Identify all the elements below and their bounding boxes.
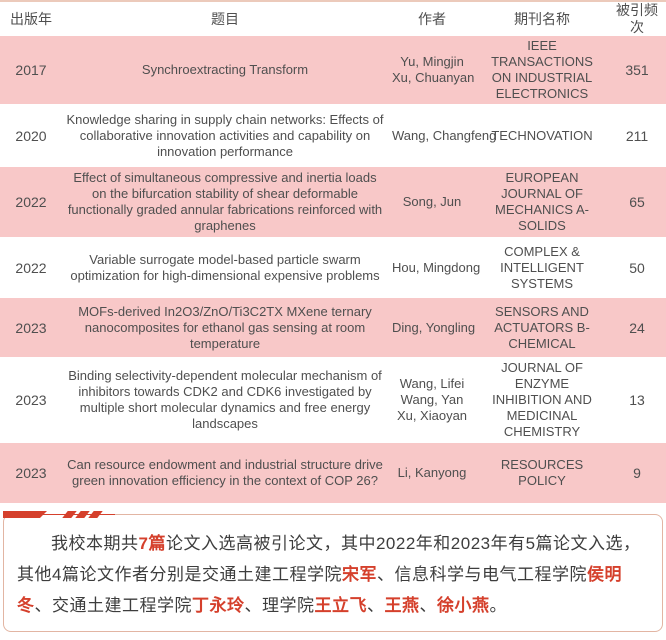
- paper-row: 2023 MOFs-derived In2O3/ZnO/Ti3C2TX MXene…: [0, 298, 666, 357]
- highlighted-name: 徐小燕: [437, 596, 490, 615]
- year-cell: 2023: [15, 392, 47, 408]
- highlighted-name: 7篇: [138, 534, 166, 553]
- journal-cell: IEEE TRANSACTIONS ON INDUSTRIAL ELECTRON…: [491, 38, 593, 101]
- summary-text-segment: 、: [367, 596, 385, 615]
- highlighted-name: 宋军: [341, 565, 377, 584]
- author-name: Li, Kanyong: [397, 465, 467, 480]
- journal-cell: COMPLEX & INTELLIGENT SYSTEMS: [500, 243, 584, 291]
- journal-cell: RESOURCES POLICY: [500, 457, 584, 488]
- author-name: Wang, Changfeng: [392, 127, 497, 143]
- paper-row: 2022 Variable surrogate model-based parti…: [0, 237, 666, 298]
- summary-box: 我校本期共7篇论文入选高被引论文，其中2022年和2023年有5篇论文入选，其他…: [3, 511, 663, 632]
- col-header-journal: 期刊名称: [514, 10, 570, 27]
- author-name: Xu, Chuanyan: [392, 70, 475, 85]
- title-cell: Synchroextracting Transform: [141, 62, 309, 77]
- highlighted-name: 王立飞: [314, 596, 367, 615]
- year-cell: 2020: [15, 127, 47, 144]
- summary-paragraph: 我校本期共7篇论文入选高被引论文，其中2022年和2023年有5篇论文入选，其他…: [4, 515, 662, 621]
- authors-cell: Hou, Mingdong: [388, 237, 481, 298]
- paper-row: 2023 Can resource endowment and industria…: [0, 443, 666, 503]
- table-header-row: 出版年 题目 作者 期刊名称 被引频次: [0, 2, 666, 36]
- cited-count-cell: 211: [625, 127, 649, 144]
- col-header-authors: 作者: [418, 10, 446, 27]
- title-cell: MOFs-derived In2O3/ZnO/Ti3C2TX MXene ter…: [78, 303, 372, 351]
- author-name: Yu, Mingjin: [400, 54, 464, 69]
- journal-cell: EUROPEAN JOURNAL OF MECHANICS A-SOLIDS: [495, 170, 589, 233]
- highlighted-name: 丁永玲: [192, 596, 245, 615]
- title-cell: Binding selectivity-dependent molecular …: [68, 368, 382, 431]
- highly-cited-papers-table: 出版年 题目 作者 期刊名称 被引频次 2017 Synchroextractin…: [0, 2, 666, 503]
- authors-cell: Yu, Mingjin Xu, Chuanyan: [388, 36, 476, 104]
- authors-cell: Ding, Yongling: [388, 298, 476, 357]
- summary-text-segment: 、理学院: [244, 596, 315, 615]
- cited-count-cell: 13: [629, 392, 645, 408]
- year-cell: 2017: [15, 62, 47, 78]
- year-cell: 2023: [15, 319, 47, 336]
- authors-cell: Wang, Lifei Wang, Yan Xu, Xiaoyan: [388, 357, 476, 443]
- authors-cell: Wang, Changfeng: [388, 104, 497, 167]
- paper-row: 2022 Effect of simultaneous compressive a…: [0, 167, 666, 237]
- year-cell: 2023: [15, 465, 47, 481]
- paper-row: 2023 Binding selectivity-dependent molecu…: [0, 357, 666, 443]
- journal-cell: SENSORS AND ACTUATORS B-CHEMICAL: [494, 303, 590, 351]
- paper-row: 2020 Knowledge sharing in supply chain ne…: [0, 104, 666, 167]
- author-name: Wang, Lifei: [399, 376, 465, 391]
- col-header-publication-year: 出版年: [10, 10, 52, 27]
- top-divider-line: [0, 0, 666, 2]
- title-cell: Knowledge sharing in supply chain networ…: [66, 111, 384, 159]
- year-cell: 2022: [15, 259, 47, 276]
- title-cell: Can resource endowment and industrial st…: [67, 457, 383, 488]
- cited-count-cell: 351: [625, 62, 649, 78]
- cited-count-cell: 9: [633, 465, 641, 481]
- summary-text-segment: 。: [489, 596, 507, 615]
- highlighted-name: 王燕: [384, 596, 420, 615]
- journal-cell: JOURNAL OF ENZYME INHIBITION AND MEDICIN…: [492, 360, 592, 439]
- highlighted-name: 侯明冬: [17, 565, 622, 615]
- cited-count-cell: 65: [629, 194, 645, 210]
- summary-text-segment: 、交通土建工程学院: [34, 596, 192, 615]
- author-name: Song, Jun: [402, 194, 462, 209]
- summary-text-segment: 、: [419, 596, 437, 615]
- year-cell: 2022: [15, 194, 47, 210]
- author-name: Hou, Mingdong: [392, 259, 481, 275]
- cited-count-cell: 50: [629, 259, 645, 276]
- paper-row: 2017 Synchroextracting Transform Yu, Mingj…: [0, 36, 666, 104]
- cited-count-cell: 24: [629, 319, 645, 336]
- authors-cell: Song, Jun: [388, 167, 476, 237]
- summary-text-segment: 、信息科学与电气工程学院: [376, 565, 587, 584]
- journal-cell: TECHNOVATION: [491, 127, 593, 143]
- title-cell: Variable surrogate model-based particle …: [70, 251, 380, 283]
- col-header-times-cited: 被引频次: [616, 2, 658, 35]
- authors-cell: Li, Kanyong: [388, 443, 476, 503]
- title-cell: Effect of simultaneous compressive and i…: [67, 170, 383, 233]
- author-name: Wang, Yan: [400, 392, 464, 407]
- summary-text-segment: 我校本期共: [51, 534, 139, 553]
- col-header-title: 题目: [211, 10, 239, 27]
- summary-text-segment: 论文入选高被引论文，其中2022年和2023年有5篇论文入选，其他4篇论文作者分…: [17, 534, 641, 584]
- author-name: Xu, Xiaoyan: [396, 408, 468, 423]
- author-name: Ding, Yongling: [392, 319, 476, 335]
